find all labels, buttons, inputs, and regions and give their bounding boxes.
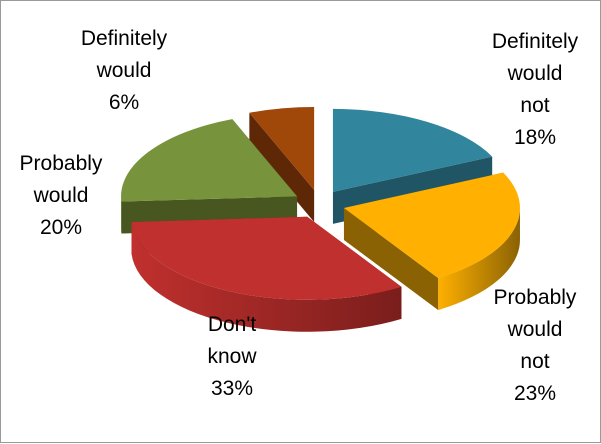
label-text: not — [520, 350, 549, 373]
label-text: Probably — [494, 286, 577, 309]
label-text: not — [520, 94, 549, 117]
label-value: 6% — [109, 91, 139, 114]
label-text: would — [507, 318, 563, 341]
data-label-probably-would: Probably would 20% — [20, 152, 103, 239]
data-label-probably-would-not: Probably would not 23% — [494, 286, 577, 405]
label-text: Definitely — [492, 30, 579, 53]
label-value: 20% — [40, 216, 82, 239]
label-text: Probably — [20, 152, 103, 175]
data-label-dont-know: Don't know 33% — [207, 313, 257, 400]
label-text: would — [96, 59, 152, 82]
label-text: Definitely — [81, 27, 168, 50]
label-value: 23% — [514, 382, 556, 405]
label-text: Don't — [208, 313, 257, 336]
data-label-definitely-would: Definitely would 6% — [81, 27, 168, 114]
label-text: would — [33, 184, 89, 207]
label-text: would — [507, 62, 563, 85]
label-text: know — [207, 345, 257, 368]
label-value: 18% — [514, 126, 556, 149]
data-label-definitely-would-not: Definitely would not 18% — [492, 30, 579, 149]
label-value: 33% — [211, 377, 253, 400]
